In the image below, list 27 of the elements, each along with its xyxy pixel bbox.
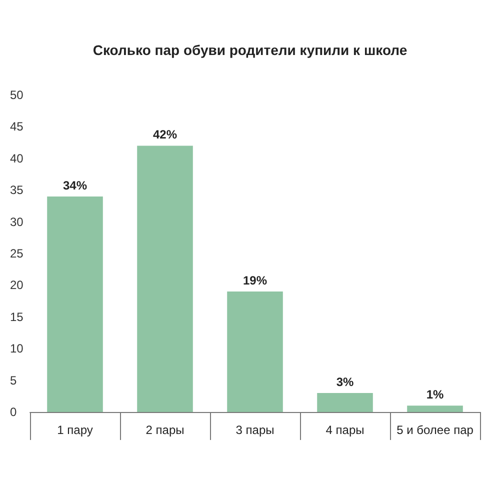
bar xyxy=(227,292,283,412)
bar xyxy=(317,392,373,412)
y-tick-label: 10 xyxy=(10,342,24,356)
x-tick-label: 5 и более пар xyxy=(396,423,474,437)
x-tick-label: 4 пары xyxy=(326,423,364,437)
y-tick-label: 45 xyxy=(10,120,24,134)
y-tick-label: 40 xyxy=(10,151,24,166)
y-tick-label: 50 xyxy=(10,88,24,102)
y-tick-label: 30 xyxy=(10,214,24,229)
x-tick-label: 3 пары xyxy=(236,423,274,437)
data-label: 34% xyxy=(62,178,88,192)
bar xyxy=(407,406,463,412)
y-tick-label: 20 xyxy=(10,278,24,292)
x-tick-label: 1 пару xyxy=(57,423,93,437)
y-tick-label: 35 xyxy=(10,183,24,198)
data-label: 42% xyxy=(152,128,178,142)
y-tick-label: 0 xyxy=(10,405,17,419)
data-label: 3% xyxy=(336,374,354,389)
x-tick-label: 2 пары xyxy=(146,423,184,437)
y-tick-label: 15 xyxy=(10,310,24,324)
y-tick-label: 5 xyxy=(10,373,17,388)
bar xyxy=(47,196,103,412)
data-label: 1% xyxy=(426,388,444,402)
data-label: 19% xyxy=(242,274,268,288)
chart-title: Сколько пар обуви родители купили к школе xyxy=(92,42,408,58)
y-tick-label: 25 xyxy=(10,246,24,260)
bar xyxy=(137,146,193,412)
